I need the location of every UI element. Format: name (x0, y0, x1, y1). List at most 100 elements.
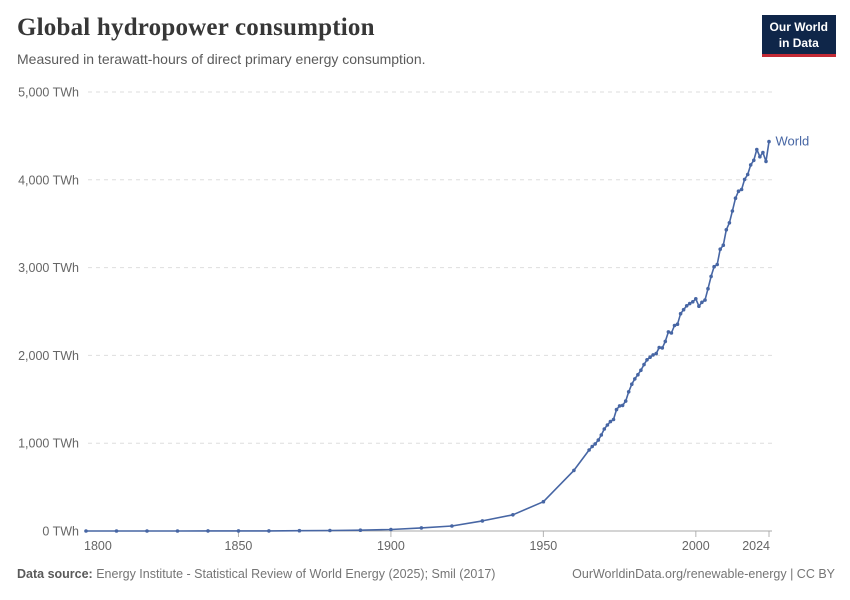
attribution-link[interactable]: OurWorldinData.org/renewable-energy | CC… (572, 567, 835, 581)
data-point-marker[interactable] (709, 274, 713, 279)
data-point-marker[interactable] (614, 407, 619, 412)
data-point-marker[interactable] (767, 139, 771, 144)
data-point-marker[interactable] (599, 433, 604, 437)
data-point-marker[interactable] (608, 419, 613, 424)
data-point-marker[interactable] (724, 228, 729, 232)
data-point-marker[interactable] (596, 438, 601, 442)
data-point-marker[interactable] (672, 323, 677, 328)
x-axis-tick-label: 2024 (742, 539, 770, 553)
data-point-marker[interactable] (267, 529, 271, 533)
data-point-marker[interactable] (639, 368, 643, 373)
data-point-marker[interactable] (480, 519, 485, 523)
data-point-marker[interactable] (700, 300, 704, 305)
data-point-marker[interactable] (651, 353, 655, 357)
data-point-marker[interactable] (572, 468, 576, 473)
data-point-marker[interactable] (721, 243, 726, 247)
data-point-marker[interactable] (328, 528, 332, 533)
data-point-marker[interactable] (703, 298, 707, 302)
y-axis-tick-label: 2,000 TWh (18, 349, 79, 363)
data-point-marker[interactable] (541, 499, 546, 504)
data-point-marker[interactable] (666, 330, 671, 334)
data-point-marker[interactable] (206, 529, 210, 533)
data-point-marker[interactable] (669, 331, 674, 335)
x-axis-tick-label: 1950 (529, 539, 557, 553)
data-point-marker[interactable] (114, 529, 119, 533)
data-point-marker[interactable] (593, 442, 597, 446)
data-point-marker[interactable] (678, 311, 683, 316)
x-axis: 1800 1850 1900 1950 2000 2024 (84, 530, 772, 553)
data-point-marker[interactable] (358, 528, 363, 532)
data-point-marker[interactable] (450, 524, 454, 528)
data-point-marker[interactable] (623, 399, 628, 403)
data-point-marker[interactable] (511, 513, 515, 517)
data-point-marker[interactable] (764, 159, 768, 164)
data-point-marker[interactable] (718, 247, 722, 251)
data-point-marker[interactable] (620, 403, 625, 408)
data-source-label: Data source: (17, 567, 93, 581)
data-point-marker[interactable] (602, 427, 607, 431)
data-point-marker[interactable] (84, 529, 88, 533)
chart-line[interactable] (85, 140, 770, 532)
data-point-marker[interactable] (660, 346, 665, 350)
data-point-marker[interactable] (419, 526, 424, 530)
data-point-marker[interactable] (297, 528, 302, 533)
data-point-marker[interactable] (645, 358, 649, 362)
data-point-marker[interactable] (742, 177, 747, 182)
data-point-marker[interactable] (745, 172, 750, 177)
owid-logo-line2: in Data (778, 35, 819, 50)
data-point-marker[interactable] (626, 390, 631, 394)
y-axis-tick-label: 5,000 TWh (18, 86, 79, 100)
data-point-marker[interactable] (748, 163, 753, 167)
data-point-marker[interactable] (727, 221, 732, 225)
series-world: World (84, 134, 809, 533)
data-point-marker[interactable] (630, 382, 634, 387)
owid-logo[interactable]: Our World in Data (761, 15, 836, 58)
data-point-marker[interactable] (681, 307, 686, 312)
data-point-marker[interactable] (654, 351, 658, 356)
data-point-marker[interactable] (697, 304, 701, 309)
data-point-marker[interactable] (648, 355, 652, 360)
data-point-marker[interactable] (175, 529, 180, 533)
x-axis-tick-label: 2000 (682, 539, 710, 553)
data-point-marker[interactable] (694, 297, 698, 301)
data-point-marker[interactable] (633, 377, 637, 381)
data-point-marker[interactable] (636, 372, 640, 377)
data-point-marker[interactable] (611, 417, 616, 422)
data-point-marker[interactable] (739, 187, 744, 192)
chart-header: Global hydropower consumption Measured i… (17, 14, 760, 67)
data-point-marker[interactable] (761, 150, 765, 155)
data-source-text: Energy Institute - Statistical Review of… (92, 567, 496, 581)
y-axis-tick-label: 4,000 TWh (18, 173, 79, 187)
data-point-marker[interactable] (758, 154, 762, 159)
data-point-marker[interactable] (733, 196, 738, 200)
data-point-marker[interactable] (752, 158, 756, 163)
data-point-marker[interactable] (236, 529, 241, 533)
data-point-marker[interactable] (617, 404, 622, 408)
data-point-marker[interactable] (590, 444, 594, 449)
data-point-marker[interactable] (657, 345, 661, 350)
data-source: Data source: Energy Institute - Statisti… (17, 567, 495, 581)
chart-title: Global hydropower consumption (17, 14, 375, 41)
data-point-marker[interactable] (605, 423, 610, 427)
data-point-marker[interactable] (663, 339, 668, 344)
data-point-marker[interactable] (712, 264, 716, 269)
y-axis-tick-label: 0 TWh (42, 525, 79, 539)
data-point-marker[interactable] (730, 209, 735, 213)
data-point-marker[interactable] (675, 322, 680, 327)
data-point-marker[interactable] (755, 147, 759, 152)
data-point-marker[interactable] (687, 301, 692, 306)
data-point-marker[interactable] (684, 304, 689, 308)
chart-footer: Data source: Energy Institute - Statisti… (17, 567, 835, 581)
x-axis-tick-label: 1900 (377, 539, 405, 553)
data-point-marker[interactable] (145, 529, 149, 533)
data-point-marker[interactable] (706, 286, 710, 291)
data-point-marker[interactable] (715, 262, 719, 267)
data-point-marker[interactable] (587, 448, 591, 452)
data-point-marker[interactable] (736, 189, 741, 193)
series-label[interactable]: World (776, 134, 810, 149)
data-point-marker[interactable] (691, 300, 695, 304)
data-point-marker[interactable] (389, 527, 393, 532)
data-point-marker[interactable] (642, 362, 646, 367)
